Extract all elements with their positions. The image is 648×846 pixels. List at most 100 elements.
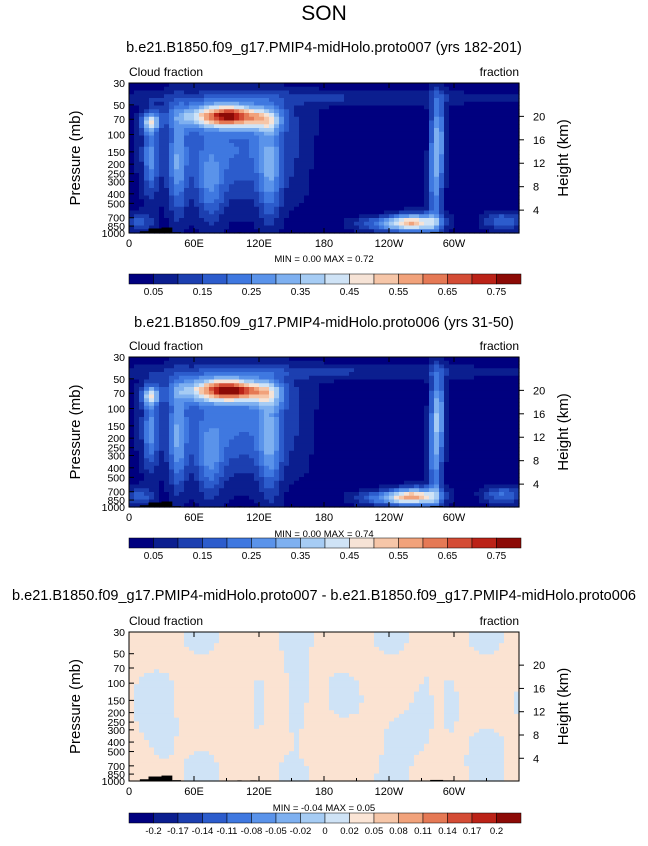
heatmap-cell bbox=[209, 180, 215, 185]
heatmap-cell bbox=[194, 357, 200, 362]
heatmap-cell bbox=[319, 176, 325, 182]
heatmap-cell bbox=[319, 139, 325, 144]
heatmap-cell bbox=[229, 383, 235, 388]
heatmap-cell bbox=[279, 90, 285, 95]
heatmap-cell bbox=[469, 203, 475, 208]
heatmap-cell bbox=[284, 116, 290, 122]
heatmap-cell bbox=[249, 176, 255, 182]
heatmap-cell bbox=[334, 447, 340, 452]
heatmap-cell bbox=[334, 387, 340, 392]
heatmap-cell bbox=[194, 413, 200, 418]
heatmap-cell bbox=[319, 439, 325, 444]
heatmap-cell bbox=[199, 379, 205, 384]
heatmap-cell bbox=[174, 229, 180, 234]
heatmap-cell bbox=[179, 372, 185, 377]
heatmap-cell bbox=[284, 191, 290, 197]
heatmap-cell bbox=[199, 390, 205, 396]
heatmap-cell bbox=[304, 94, 310, 99]
heatmap-cell bbox=[304, 120, 310, 125]
heatmap-cell bbox=[299, 229, 305, 234]
heatmap-cell bbox=[334, 364, 340, 369]
heatmap-cell bbox=[384, 120, 390, 125]
heatmap-cell bbox=[154, 105, 160, 110]
heatmap-cell bbox=[384, 128, 390, 133]
heatmap-cell bbox=[189, 492, 195, 497]
heatmap-cell bbox=[234, 402, 240, 407]
heatmap-cell bbox=[249, 387, 255, 392]
heatmap-cell bbox=[469, 218, 475, 223]
heatmap-cell bbox=[319, 394, 325, 399]
heatmap-cell bbox=[379, 169, 385, 174]
heatmap-cell bbox=[274, 357, 280, 362]
heatmap-cell bbox=[224, 176, 230, 182]
heatmap-cell bbox=[264, 364, 270, 369]
heatmap-cell bbox=[289, 495, 295, 501]
heatmap-cell bbox=[264, 450, 270, 456]
heatmap-cell bbox=[219, 435, 225, 441]
heatmap-cell bbox=[509, 101, 515, 107]
heatmap-cell bbox=[299, 135, 305, 140]
heatmap-cell bbox=[199, 116, 205, 122]
heatmap-cell bbox=[259, 447, 265, 452]
heatmap-cell bbox=[459, 139, 465, 144]
heatmap-cell bbox=[449, 180, 455, 185]
heatmap-cell bbox=[399, 221, 405, 227]
heatmap-cell bbox=[359, 135, 365, 140]
heatmap-cell bbox=[329, 484, 335, 489]
heatmap-cell bbox=[449, 206, 455, 212]
heatmap-cell bbox=[174, 199, 180, 204]
heatmap-cell bbox=[154, 372, 160, 377]
heatmap-cell bbox=[204, 372, 210, 377]
heatmap-cell bbox=[324, 199, 330, 204]
heatmap-cell bbox=[394, 188, 400, 193]
heatmap-cell bbox=[274, 86, 280, 92]
heatmap-cell bbox=[459, 199, 465, 204]
heatmap-cell bbox=[394, 206, 400, 212]
heatmap-cell bbox=[234, 128, 240, 133]
heatmap-cell bbox=[254, 131, 260, 137]
heatmap-cell bbox=[194, 495, 200, 501]
heatmap-cell bbox=[284, 210, 290, 215]
heatmap-cell bbox=[494, 131, 500, 137]
heatmap-cell bbox=[369, 158, 375, 163]
heatmap-cell bbox=[129, 375, 135, 381]
heatmap-cell bbox=[139, 499, 145, 504]
heatmap-cell bbox=[394, 101, 400, 107]
heatmap-cell bbox=[134, 383, 140, 388]
heatmap-cell bbox=[389, 221, 395, 227]
heatmap-cell bbox=[129, 188, 135, 193]
heatmap-cell bbox=[499, 229, 505, 234]
heatmap-cell bbox=[139, 98, 145, 103]
heatmap-cell bbox=[149, 131, 155, 137]
heatmap-cell bbox=[154, 225, 160, 230]
heatmap-cell bbox=[149, 98, 155, 103]
heatmap-cell bbox=[299, 184, 305, 189]
heatmap-cell bbox=[329, 218, 335, 223]
heatmap-cell bbox=[159, 372, 165, 377]
heatmap-cell bbox=[504, 191, 510, 197]
heatmap-cell bbox=[289, 135, 295, 140]
heatmap-cell bbox=[169, 424, 175, 429]
heatmap-cell bbox=[329, 480, 335, 486]
heatmap-cell bbox=[129, 417, 135, 422]
heatmap-cell bbox=[244, 150, 250, 155]
heatmap-cell bbox=[414, 120, 420, 125]
heatmap-cell bbox=[449, 203, 455, 208]
heatmap-cell bbox=[229, 98, 235, 103]
heatmap-cell bbox=[279, 424, 285, 429]
heatmap-cell bbox=[234, 424, 240, 429]
heatmap-cell bbox=[404, 146, 410, 152]
heatmap-cell bbox=[329, 158, 335, 163]
heatmap-cell bbox=[249, 503, 255, 508]
heatmap-cell bbox=[479, 83, 485, 88]
heatmap-cell bbox=[164, 154, 170, 159]
heatmap-cell bbox=[349, 390, 355, 396]
heatmap-cell bbox=[159, 98, 165, 103]
heatmap-cell bbox=[159, 435, 165, 441]
heatmap-cell bbox=[344, 199, 350, 204]
heatmap-cell bbox=[234, 368, 240, 373]
heatmap-cell bbox=[329, 488, 335, 493]
heatmap-cell bbox=[264, 409, 270, 414]
heatmap-cell bbox=[354, 143, 360, 148]
heatmap-cell bbox=[219, 492, 225, 497]
